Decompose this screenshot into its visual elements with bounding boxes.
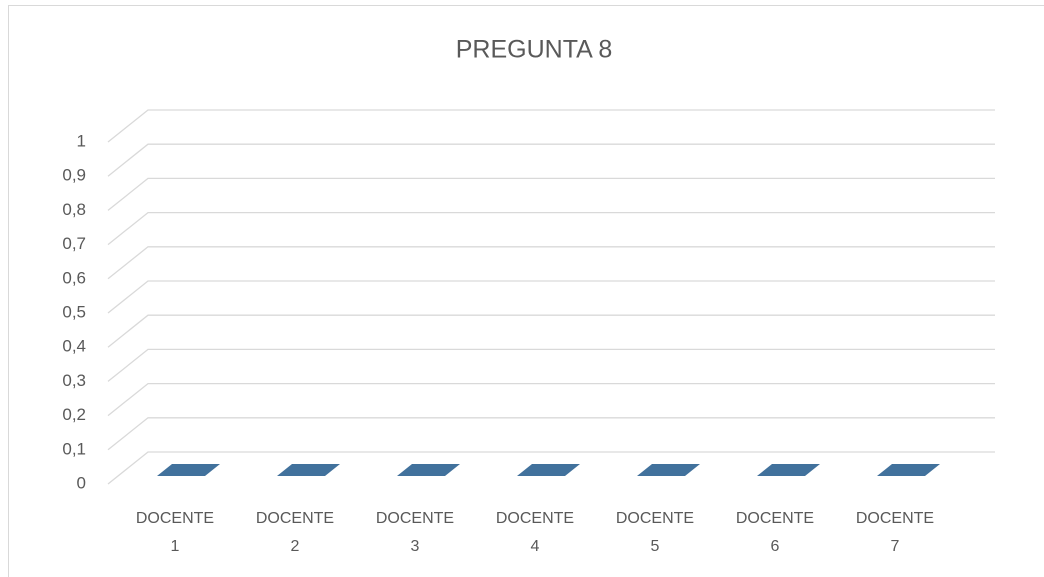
grid-line (107, 348, 995, 382)
grid-line (107, 246, 995, 280)
bar-top (757, 464, 820, 476)
grid-line (107, 211, 995, 246)
grid-line (107, 143, 995, 177)
y-tick-label: 0,6 (62, 268, 86, 287)
y-tick-label: 0,4 (62, 337, 86, 356)
y-tick-label: 0,8 (62, 200, 86, 219)
x-tick-label: DOCENTE 1 (135, 510, 215, 555)
grid-line (107, 382, 995, 417)
x-tick-label: DOCENTE 7 (855, 510, 935, 555)
x-tick-label: DOCENTE 2 (255, 510, 335, 555)
bar-top (637, 464, 700, 476)
grid-line (107, 109, 995, 143)
grid-line (107, 177, 995, 211)
grid-line (107, 417, 995, 451)
bar-top (397, 464, 460, 476)
y-tick-label: 0,1 (62, 439, 86, 458)
bar-top (877, 464, 940, 476)
y-tick-label: 0,5 (62, 302, 86, 321)
grid-line (107, 314, 995, 348)
x-tick-label: DOCENTE 4 (495, 510, 575, 555)
y-tick-label: 0,3 (62, 371, 86, 390)
x-tick-label: DOCENTE 5 (615, 510, 695, 555)
x-tick-label: DOCENTE 6 (735, 510, 815, 555)
x-tick-label: DOCENTE 3 (375, 510, 455, 555)
y-tick-label: 0,7 (62, 234, 86, 253)
chart-title: PREGUNTA 8 (456, 36, 613, 64)
bar-top (157, 464, 220, 476)
grid-line (107, 280, 995, 314)
chart-border (8, 5, 1044, 577)
y-tick-label: 0 (77, 473, 86, 492)
bar-top (277, 464, 340, 476)
y-tick-label: 1 (77, 131, 86, 150)
grid-line (107, 451, 995, 485)
bar-top (517, 464, 580, 476)
y-tick-label: 0,2 (62, 405, 86, 424)
y-tick-label: 0,9 (62, 166, 86, 185)
